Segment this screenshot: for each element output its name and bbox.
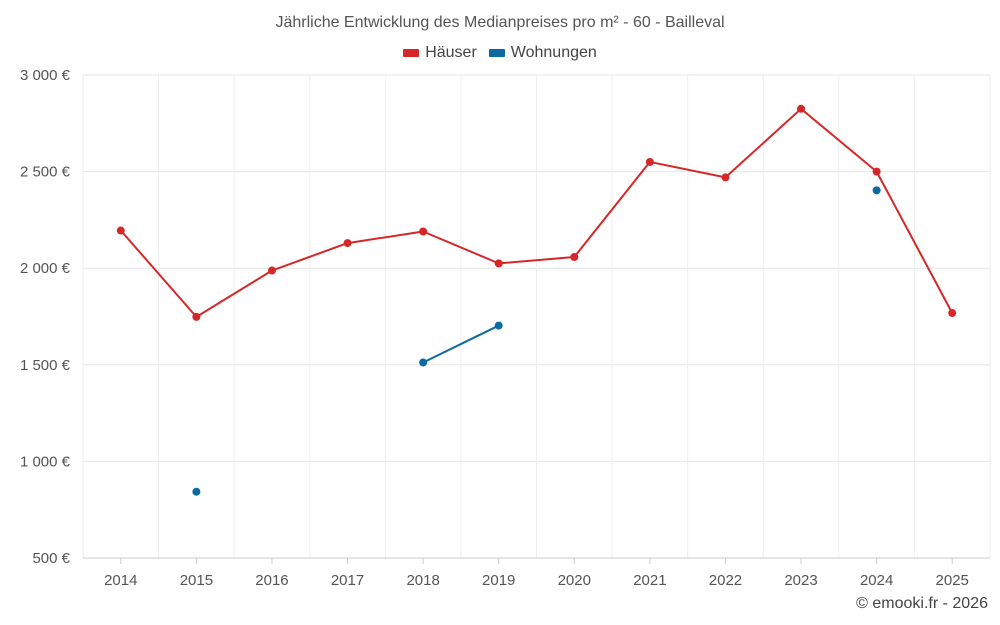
data-point-haeuser [721, 173, 730, 182]
y-tick-label: 3 000 € [20, 67, 71, 84]
x-tick-label: 2023 [784, 572, 817, 589]
x-tick-label: 2018 [406, 572, 439, 589]
y-tick-label: 2 000 € [20, 260, 71, 277]
data-point-wohnungen [192, 487, 201, 496]
x-tick-label: 2024 [860, 572, 893, 589]
y-tick-label: 500 € [32, 550, 70, 567]
series-line-wohnungen [422, 324, 500, 364]
data-point-haeuser [192, 312, 201, 321]
chart-title: Jährliche Entwicklung des Medianpreises … [275, 14, 725, 31]
data-point-haeuser [116, 226, 125, 235]
legend-swatch-wohnungen [488, 49, 505, 57]
data-point-wohnungen [494, 321, 503, 330]
y-tick-label: 2 500 € [20, 164, 71, 181]
legend: Häuser Wohnungen [0, 44, 1000, 62]
x-tick-label: 2017 [331, 572, 364, 589]
data-point-haeuser [645, 157, 654, 166]
y-tick-label: 1 500 € [20, 357, 71, 374]
data-point-haeuser [419, 227, 428, 236]
data-point-wohnungen [419, 358, 428, 367]
x-tick-label: 2020 [558, 572, 591, 589]
x-tick-label: 2025 [936, 572, 969, 589]
data-point-haeuser [267, 266, 276, 275]
y-tick-label: 1 000 € [20, 453, 71, 470]
data-point-haeuser [343, 239, 352, 248]
legend-swatch-haeuser [403, 49, 420, 57]
x-tick-label: 2022 [709, 572, 742, 589]
legend-item-wohnungen[interactable]: Wohnungen [488, 44, 597, 62]
legend-item-haeuser[interactable]: Häuser [403, 44, 477, 62]
data-point-haeuser [948, 309, 957, 318]
legend-label-wohnungen: Wohnungen [510, 44, 597, 61]
x-tick-label: 2019 [482, 572, 515, 589]
x-tick-label: 2015 [180, 572, 213, 589]
x-tick-label: 2016 [255, 572, 288, 589]
copyright-credit: © emooki.fr - 2026 [856, 595, 988, 612]
data-point-haeuser [570, 252, 579, 261]
data-point-haeuser [797, 104, 806, 113]
data-point-wohnungen [872, 186, 881, 195]
data-point-haeuser [494, 259, 503, 268]
x-tick-label: 2021 [633, 572, 666, 589]
legend-label-haeuser: Häuser [425, 44, 477, 61]
x-tick-label: 2014 [104, 572, 137, 589]
series-line-haeuser [120, 107, 954, 318]
data-point-haeuser [872, 167, 881, 176]
